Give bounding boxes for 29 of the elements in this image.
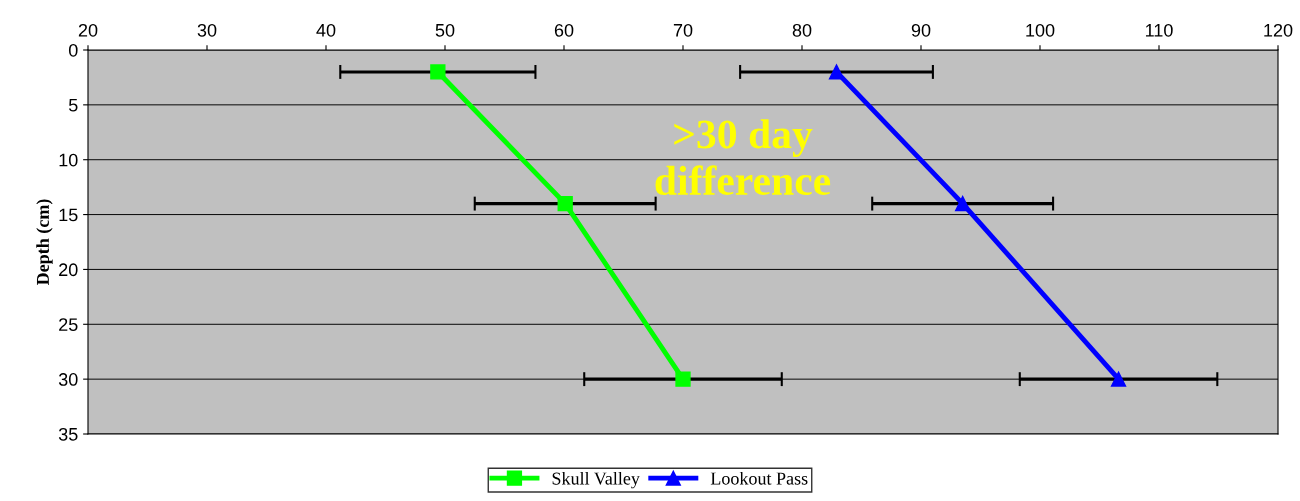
x-tick-label: 30 [197, 23, 217, 37]
legend-label: Lookout Pass [710, 471, 808, 485]
y-tick-label: 10 [59, 153, 78, 167]
x-tick-label: 60 [554, 23, 574, 37]
x-tick-label: 100 [1026, 23, 1055, 37]
point [1110, 371, 1127, 387]
x-tick-label: 50 [435, 23, 455, 37]
y-tick-label: 0 [68, 43, 78, 57]
point [955, 195, 971, 212]
point [430, 64, 446, 80]
point [828, 64, 845, 80]
legend-label: Skull Valley [552, 471, 640, 489]
y-tick-label: 15 [59, 208, 78, 222]
x-tick-label: 80 [792, 23, 812, 37]
point [675, 371, 691, 387]
y-tick-label: 5 [68, 98, 78, 112]
x-tick-label: 20 [78, 23, 98, 37]
y-axis-title: Depth (cm) [36, 199, 53, 286]
x-tick-label: 120 [1264, 23, 1293, 37]
x-tick-label: 40 [316, 23, 336, 37]
point [557, 195, 573, 212]
y-tick-label: 35 [58, 427, 78, 441]
y-tick-label: 20 [59, 263, 78, 277]
x-tick-label: 70 [673, 23, 693, 37]
x-tick-label: 110 [1145, 23, 1173, 37]
annotation: >30 day difference [655, 119, 831, 196]
y-tick-label: 25 [59, 318, 78, 332]
y-tick-label: 30 [58, 373, 78, 386]
x-tick-label: 90 [911, 23, 931, 37]
